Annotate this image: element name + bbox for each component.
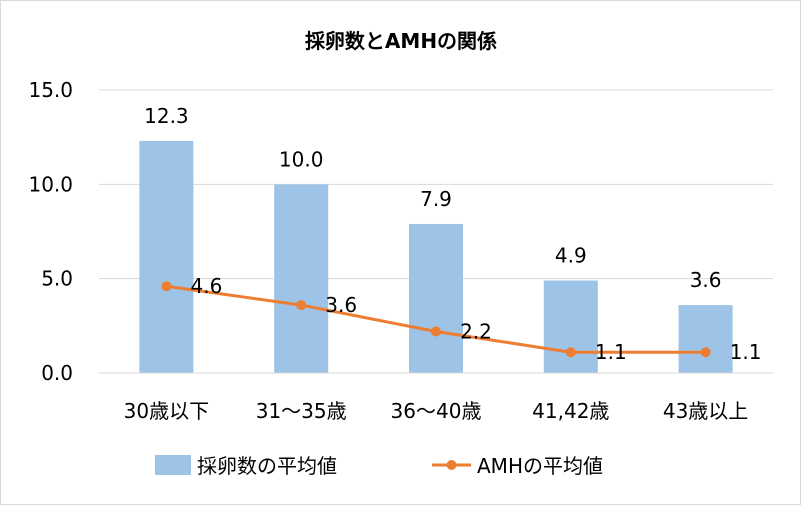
- bar-data-label: 10.0: [279, 147, 324, 171]
- line-marker: [296, 300, 307, 311]
- line-data-label: 3.6: [325, 293, 357, 317]
- bar-data-label: 3.6: [690, 268, 722, 292]
- chart-title: 採卵数とAMHの関係: [305, 29, 497, 53]
- y-tick-label: 0.0: [41, 361, 73, 385]
- x-category-label: 31〜35歳: [256, 399, 347, 423]
- line-marker: [161, 281, 172, 292]
- bar: [543, 280, 598, 373]
- y-tick-label: 15.0: [28, 78, 73, 102]
- y-axis-ticks: 0.0 5.0 10.0 15.0: [28, 78, 73, 385]
- line-data-label: 2.2: [460, 319, 492, 343]
- legend-label-line: AMHの平均値: [477, 454, 603, 478]
- line-series: 4.6 3.6 2.2 1.1 1.1: [161, 274, 762, 364]
- y-tick-label: 10.0: [28, 172, 73, 196]
- line-data-label: 1.1: [595, 340, 627, 364]
- x-category-label: 43歳以上: [663, 399, 748, 423]
- x-category-label: 41,42歳: [532, 399, 609, 423]
- bar: [678, 305, 733, 373]
- bar: [274, 184, 329, 373]
- line-data-label: 1.1: [730, 340, 762, 364]
- legend-label-bar: 採卵数の平均値: [197, 454, 337, 478]
- y-tick-label: 5.0: [41, 267, 73, 291]
- line-marker: [700, 347, 711, 358]
- line-marker: [565, 347, 576, 358]
- bar: [139, 140, 194, 373]
- bar-data-label: 4.9: [555, 244, 587, 268]
- x-category-label: 36〜40歳: [391, 399, 482, 423]
- line-marker: [431, 326, 441, 337]
- x-axis-categories: 30歳以下 31〜35歳 36〜40歳 41,42歳 43歳以上: [124, 399, 749, 423]
- x-category-label: 30歳以下: [124, 399, 209, 423]
- bar-series: 12.3 10.0 7.9 4.9 3.6: [139, 104, 733, 373]
- legend: 採卵数の平均値 AMHの平均値: [155, 454, 603, 478]
- bar-data-label: 12.3: [144, 104, 189, 128]
- line-data-label: 4.6: [190, 274, 222, 298]
- legend-swatch-marker: [446, 460, 457, 470]
- bar: [409, 223, 463, 373]
- legend-swatch-bar: [155, 455, 191, 475]
- bar-data-label: 7.9: [420, 187, 452, 211]
